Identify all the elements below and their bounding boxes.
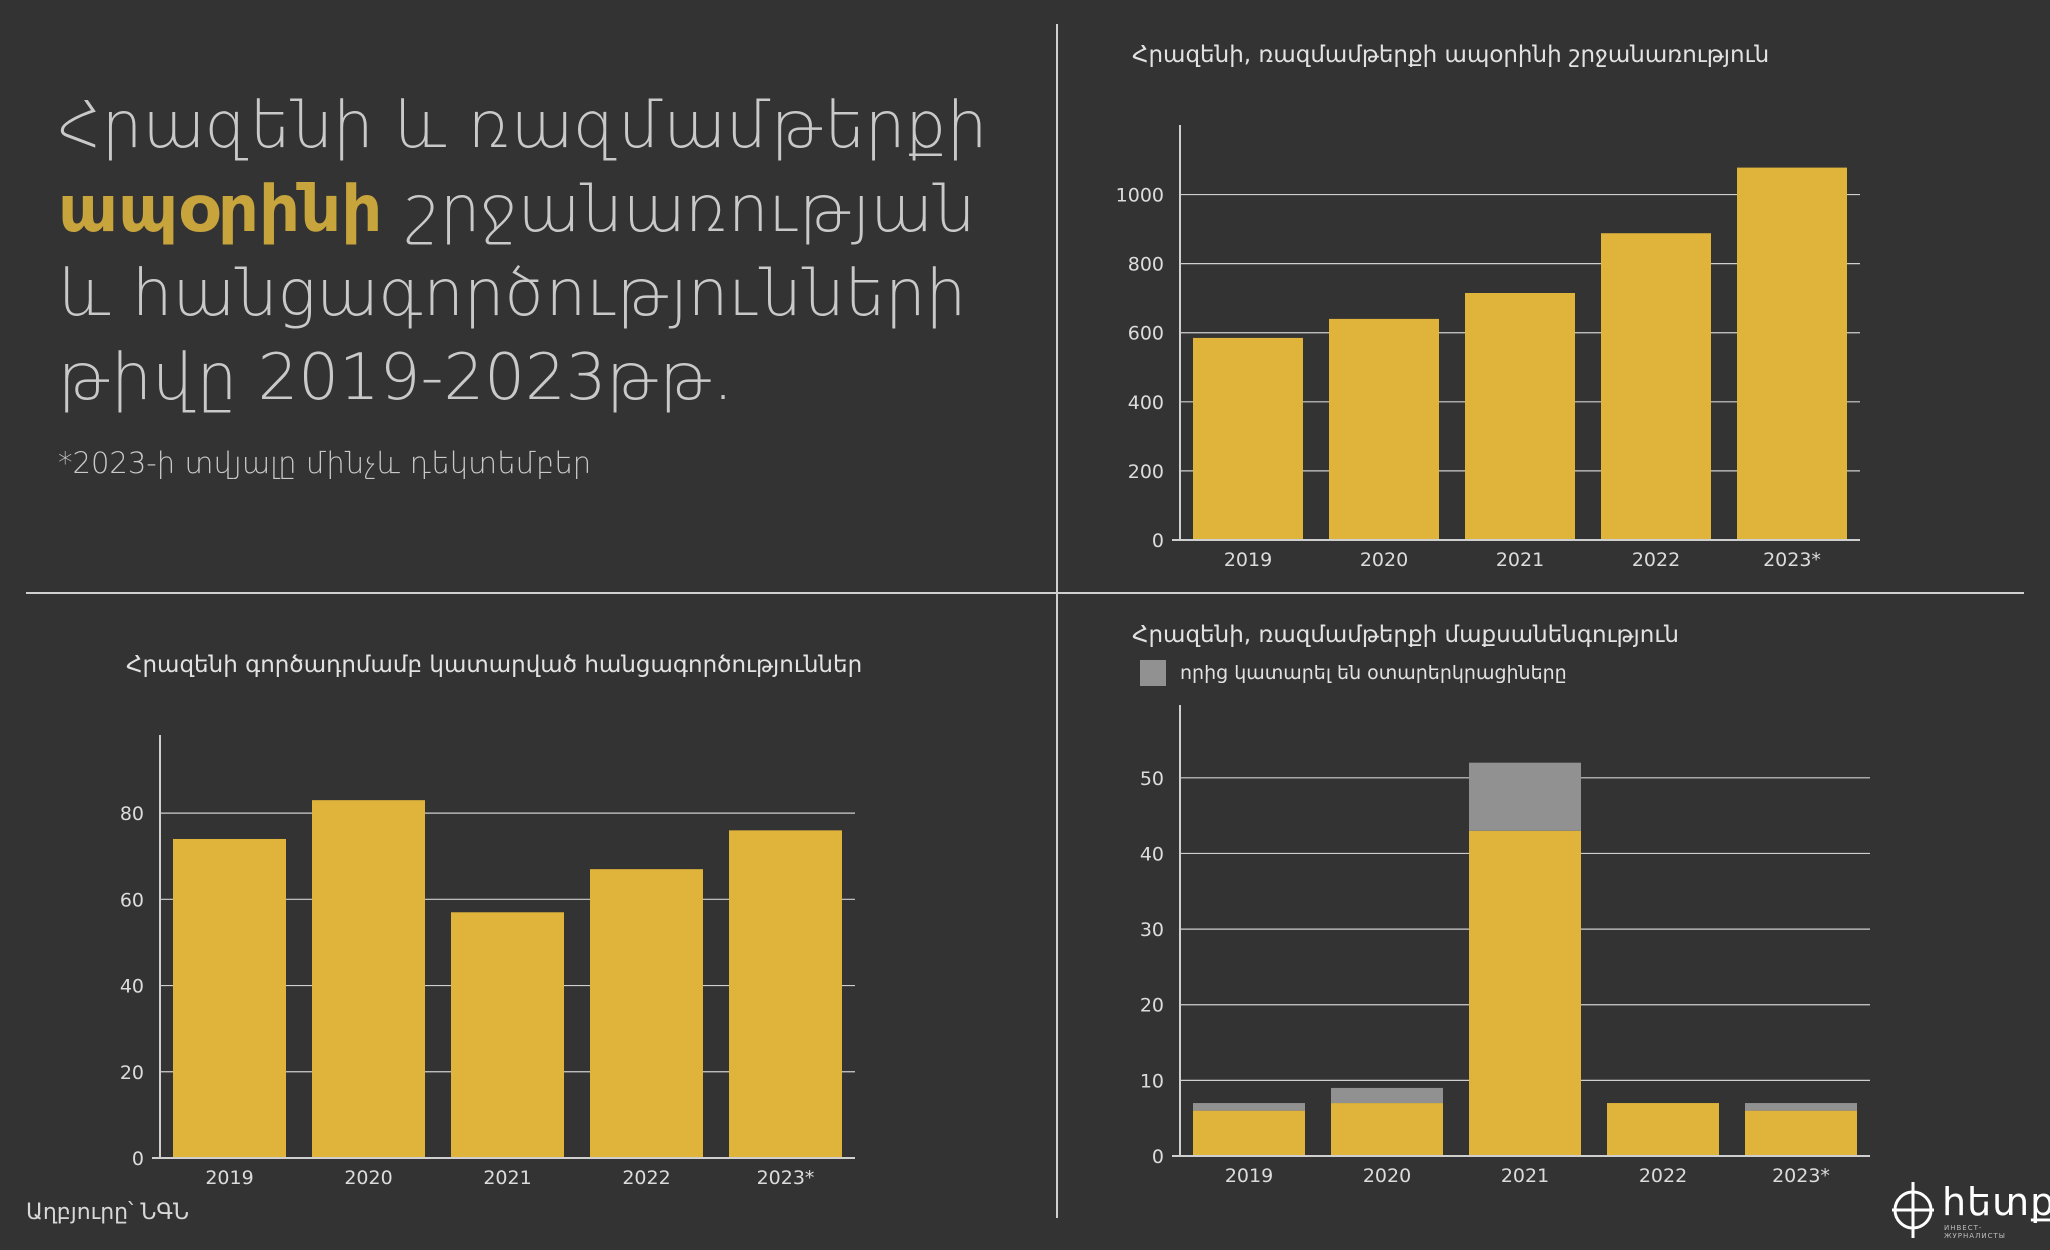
chart3-bar-foreigners-2020	[1331, 1087, 1443, 1104]
chart1-xtick-label: 2022	[1632, 549, 1680, 571]
chart3-bar-total-2022	[1607, 1103, 1719, 1156]
headline-line4: թիվը 2019-2023թթ.	[58, 341, 734, 415]
chart1-xtick-label: 2023*	[1763, 549, 1821, 571]
chart-smuggling: 0 10 20 30 40 50 2019 2020 2021 2022 2023*	[1140, 705, 1870, 1187]
chart1-xtick-label: 2019	[1224, 549, 1272, 571]
chart1-title: Հրազենի, ռազմամթերքի ապօրինի շրջանառությ…	[1132, 42, 1770, 68]
chart3-xtick-label: 2023*	[1772, 1165, 1830, 1187]
chart2-bar-2021	[451, 912, 564, 1158]
chart3-bar-foreigners-2023	[1745, 1103, 1857, 1111]
chart1-ytick-label: 200	[1128, 461, 1164, 483]
chart2-bar-2020	[312, 800, 425, 1158]
chart2-xtick-label: 2022	[622, 1167, 670, 1189]
chart3-bar-total-2021	[1469, 830, 1581, 1156]
logo-icon	[1892, 1182, 1934, 1238]
chart1-bar-2022	[1601, 233, 1711, 540]
chart1-bar-2020	[1329, 318, 1439, 540]
chart1-bar-2023	[1737, 167, 1847, 540]
chart2-ytick-label: 20	[120, 1062, 144, 1084]
headline: Հրազենի և ռազմամթերքի ապօրինի շրջանառութ…	[58, 84, 1048, 420]
source-note: Աղբյուրը՝ ՆԳՆ	[26, 1200, 189, 1225]
chart2-ytick-label: 80	[120, 803, 144, 825]
chart3-ytick-label: 40	[1140, 843, 1164, 865]
chart1-ytick-label: 400	[1128, 392, 1164, 414]
legend-label-foreigners: որից կատարել են օտարերկրացիները	[1180, 662, 1567, 684]
chart1-xtick-label: 2020	[1360, 549, 1408, 571]
vertical-divider	[1056, 24, 1058, 1218]
chart2-bar-2019	[173, 838, 286, 1158]
chart1-bar-2021	[1465, 293, 1575, 540]
chart1-bar-2019	[1193, 337, 1303, 540]
chart2-xtick-label: 2019	[205, 1167, 253, 1189]
horizontal-divider	[26, 592, 2024, 594]
chart-circulation: 0 200 400 600 800 1000 2019 2020 2021 2022 2023*	[1116, 125, 1860, 571]
chart1-ytick-label: 800	[1128, 254, 1164, 276]
chart3-xtick-label: 2022	[1639, 1165, 1687, 1187]
headline-line2: շրջանառության	[402, 173, 976, 247]
chart1-xtick-label: 2021	[1496, 549, 1544, 571]
legend-swatch-foreigners	[1140, 660, 1166, 686]
chart-crimes: 0 20 40 60 80 2019 2020 2021 2022 2023*	[120, 735, 855, 1189]
chart3-xtick-label: 2021	[1501, 1165, 1549, 1187]
chart2-xtick-label: 2023*	[757, 1167, 815, 1189]
logo-text: հետք	[1942, 1180, 2050, 1224]
chart3-xtick-label: 2020	[1363, 1165, 1411, 1187]
footnote: *2023-ի տվյալը մինչև դեկտեմբեր	[58, 446, 592, 480]
logo-subtitle: ИНВЕСТ-ЖУРНАЛИСТЫ	[1944, 1224, 2006, 1240]
chart3-ytick-label: 0	[1152, 1146, 1164, 1168]
chart3-bar-foreigners-2021	[1469, 762, 1581, 831]
chart1-ytick-label: 1000	[1116, 185, 1164, 207]
chart3-ytick-label: 10	[1140, 1070, 1164, 1092]
chart2-bar-2023	[729, 830, 842, 1158]
chart3-bar-total-2020	[1331, 1103, 1443, 1156]
logo: հետք ИНВЕСТ-ЖУРНАЛИСТЫ	[1888, 1178, 2050, 1242]
chart2-xtick-label: 2020	[344, 1167, 392, 1189]
chart3-bar-foreigners-2019	[1193, 1103, 1305, 1111]
chart3-ytick-label: 30	[1140, 919, 1164, 941]
chart2-ytick-label: 40	[120, 976, 144, 998]
headline-highlight: ապօրինի	[58, 173, 383, 247]
chart3-ytick-label: 50	[1140, 768, 1164, 790]
chart3-legend: որից կատարել են օտարերկրացիները	[1140, 660, 1567, 686]
chart3-bar-total-2019	[1193, 1110, 1305, 1156]
chart3-xtick-label: 2019	[1225, 1165, 1273, 1187]
chart2-ytick-label: 60	[120, 889, 144, 911]
headline-line3: և հանցագործությունների	[58, 257, 967, 331]
chart1-ytick-label: 0	[1152, 530, 1164, 552]
chart2-xtick-label: 2021	[483, 1167, 531, 1189]
chart3-ytick-label: 20	[1140, 995, 1164, 1017]
chart3-bar-total-2023	[1745, 1110, 1857, 1156]
chart2-ytick-label: 0	[132, 1148, 144, 1170]
chart3-title: Հրազենի, ռազմամթերքի մաքսանենգություն	[1132, 622, 1679, 648]
headline-line1: Հրազենի և ռազմամթերքի	[58, 89, 988, 163]
chart2-bar-2022	[590, 869, 703, 1158]
chart2-title: Հրազենի գործադրմամբ կատարված հանցագործու…	[126, 652, 863, 678]
chart1-ytick-label: 600	[1128, 323, 1164, 345]
